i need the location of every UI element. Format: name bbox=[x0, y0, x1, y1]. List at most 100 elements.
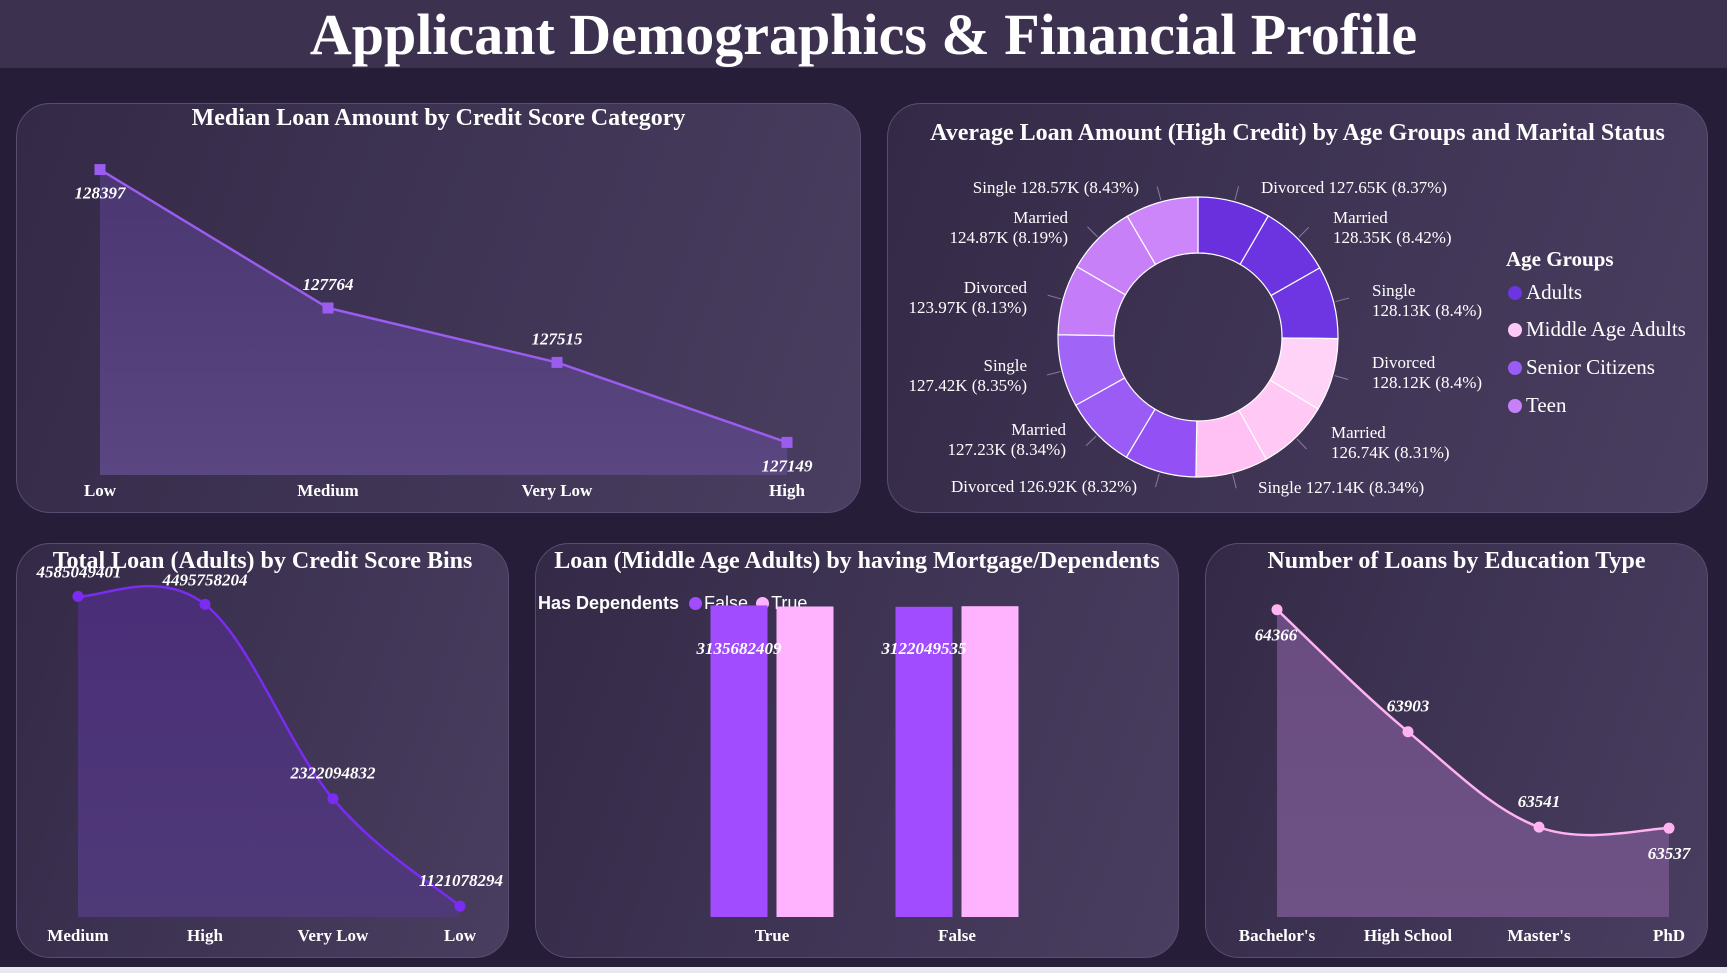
label-mid-divorced-2: 128.12K (8.4%) bbox=[1372, 373, 1482, 392]
point-phd bbox=[1663, 822, 1675, 834]
data-label-low: 128397 bbox=[75, 184, 128, 203]
series-area bbox=[100, 169, 787, 475]
label-senior-single-2: 127.42K (8.35%) bbox=[908, 376, 1027, 395]
point-very-low bbox=[327, 793, 339, 805]
label-senior-married-1: Married bbox=[1011, 420, 1066, 439]
mortgage-panel: Loan (Middle Age Adults) by having Mortg… bbox=[535, 543, 1179, 958]
legend-label-adults: Adults bbox=[1526, 280, 1583, 304]
point-medium bbox=[72, 590, 84, 602]
label-teen-divorced-1: Divorced bbox=[964, 278, 1028, 297]
leader-adults-single bbox=[1335, 297, 1350, 303]
series-line bbox=[1276, 608, 1670, 837]
label-teen-married-1: Married bbox=[1013, 208, 1068, 227]
label-mid-divorced-1: Divorced bbox=[1372, 353, 1436, 372]
median-loan-chart: 128397 Low 127764 Medium 127515 Very Low 12714… bbox=[75, 164, 814, 500]
point-master-s bbox=[1533, 821, 1545, 833]
adults-loan-chart: 4585049401 Medium 4495758204 High 2322094832… bbox=[36, 562, 504, 945]
bottom-strip bbox=[0, 967, 1727, 973]
label-adults-divorced: Divorced 127.65K (8.37%) bbox=[1261, 178, 1447, 197]
data-label-bachelor-s: 64366 bbox=[1255, 626, 1298, 645]
label-senior-divorced: Divorced 126.92K (8.32%) bbox=[951, 477, 1137, 496]
x-tick-phd: PhD bbox=[1653, 926, 1685, 945]
data-label-false: 3122049535 bbox=[881, 639, 968, 658]
data-label-master-s: 63541 bbox=[1518, 792, 1561, 811]
leader-senior-citizens-single bbox=[1046, 371, 1061, 376]
label-mid-married-2: 126.74K (8.31%) bbox=[1331, 443, 1450, 462]
legend-item-middle-age-adults[interactable]: Middle Age Adults bbox=[1508, 317, 1686, 342]
bar-false-true bbox=[961, 606, 1019, 917]
label-mid-married-1: Married bbox=[1331, 423, 1386, 442]
donut-title: Average Loan Amount (High Credit) by Age… bbox=[930, 120, 1665, 146]
data-label-high-school: 63903 bbox=[1387, 697, 1430, 716]
leader-senior-citizens-divorced bbox=[1154, 473, 1160, 488]
median-loan-panel: Median Loan Amount by Credit Score Categ… bbox=[16, 103, 861, 513]
legend-dot-false bbox=[689, 597, 703, 610]
donut-panel: Average Loan Amount (High Credit) by Age… bbox=[887, 103, 1708, 513]
adults-loan-panel: Total Loan (Adults) by Credit Score Bins… bbox=[16, 543, 509, 958]
leader-senior-citizens-married bbox=[1085, 435, 1097, 447]
point-very-low bbox=[551, 356, 563, 368]
leader-teen-divorced bbox=[1047, 294, 1062, 300]
point-medium bbox=[322, 302, 334, 314]
x-tick-high-school: High School bbox=[1364, 926, 1453, 945]
series-line bbox=[77, 584, 461, 908]
point-bachelor-s bbox=[1271, 604, 1283, 616]
x-tick-low: Low bbox=[444, 926, 477, 945]
legend-dot-senior-citizens bbox=[1508, 360, 1522, 375]
x-tick-false: False bbox=[938, 926, 976, 945]
legend-label-middle-age-adults: Middle Age Adults bbox=[1526, 317, 1686, 341]
x-tick-very-low: Very Low bbox=[298, 926, 369, 945]
data-label-phd: 63537 bbox=[1648, 844, 1692, 863]
leader-teen-single bbox=[1156, 186, 1162, 201]
education-title: Number of Loans by Education Type bbox=[1267, 548, 1646, 574]
legend-label-senior-citizens: Senior Citizens bbox=[1526, 355, 1655, 379]
label-adults-single-2: 128.13K (8.4%) bbox=[1372, 301, 1482, 320]
label-adults-married-2: 128.35K (8.42%) bbox=[1333, 228, 1452, 247]
label-adults-married-1: Married bbox=[1333, 208, 1388, 227]
legend-dot-adults bbox=[1508, 285, 1522, 300]
mortgage-legend-title: Has Dependents bbox=[538, 593, 680, 613]
x-tick-low: Low bbox=[84, 481, 117, 500]
x-tick-medium: Medium bbox=[297, 481, 358, 500]
label-senior-married-2: 127.23K (8.34%) bbox=[947, 440, 1066, 459]
point-high-school bbox=[1402, 726, 1414, 738]
education-chart: 64366 Bachelor's 63903 High School 63541 Mast… bbox=[1239, 604, 1692, 945]
point-low bbox=[454, 900, 466, 912]
x-tick-master-s: Master's bbox=[1507, 926, 1571, 945]
leader-middle-age-adults-married bbox=[1296, 438, 1307, 450]
mortgage-title: Loan (Middle Age Adults) by having Mortg… bbox=[554, 548, 1160, 574]
legend-label-teen: Teen bbox=[1526, 393, 1567, 417]
data-label-high: 127149 bbox=[762, 456, 814, 475]
leader-adults-divorced bbox=[1234, 186, 1240, 201]
label-teen-married-2: 124.87K (8.19%) bbox=[949, 228, 1068, 247]
legend-item-teen[interactable]: Teen bbox=[1508, 393, 1567, 418]
label-senior-single-1: Single bbox=[984, 356, 1027, 375]
x-tick-high: High bbox=[769, 481, 805, 500]
series-area bbox=[78, 586, 460, 917]
label-adults-single-1: Single bbox=[1372, 281, 1415, 300]
bar-false-false bbox=[895, 606, 953, 917]
data-label-medium: 127764 bbox=[303, 275, 354, 294]
education-panel: Number of Loans by Education Type 64366 B… bbox=[1205, 543, 1708, 958]
dashboard-title: Applicant Demographics & Financial Profi… bbox=[309, 2, 1418, 67]
dashboard-header: Applicant Demographics & Financial Profi… bbox=[0, 0, 1727, 68]
legend-item-senior-citizens[interactable]: Senior Citizens bbox=[1508, 355, 1655, 380]
point-high bbox=[781, 436, 793, 448]
slice-teen-single bbox=[1126, 196, 1199, 266]
donut-legend-title: Age Groups bbox=[1506, 247, 1614, 271]
x-tick-bachelor-s: Bachelor's bbox=[1239, 926, 1316, 945]
leader-teen-married bbox=[1087, 226, 1098, 238]
x-tick-true: True bbox=[755, 926, 790, 945]
data-label-medium: 4585049401 bbox=[36, 562, 122, 581]
data-label-low: 1121078294 bbox=[419, 871, 503, 890]
legend-item-adults[interactable]: Adults bbox=[1508, 280, 1582, 305]
data-label-true: 3135682409 bbox=[696, 639, 783, 658]
legend-dot-middle-age-adults bbox=[1508, 322, 1522, 337]
mortgage-chart: 3135682409 True 3122049535 False bbox=[696, 605, 1019, 945]
x-tick-very-low: Very Low bbox=[522, 481, 593, 500]
series-area bbox=[1277, 609, 1669, 917]
point-low bbox=[94, 164, 106, 176]
leader-adults-married bbox=[1298, 226, 1310, 238]
label-teen-single: Single 128.57K (8.43%) bbox=[973, 178, 1139, 197]
